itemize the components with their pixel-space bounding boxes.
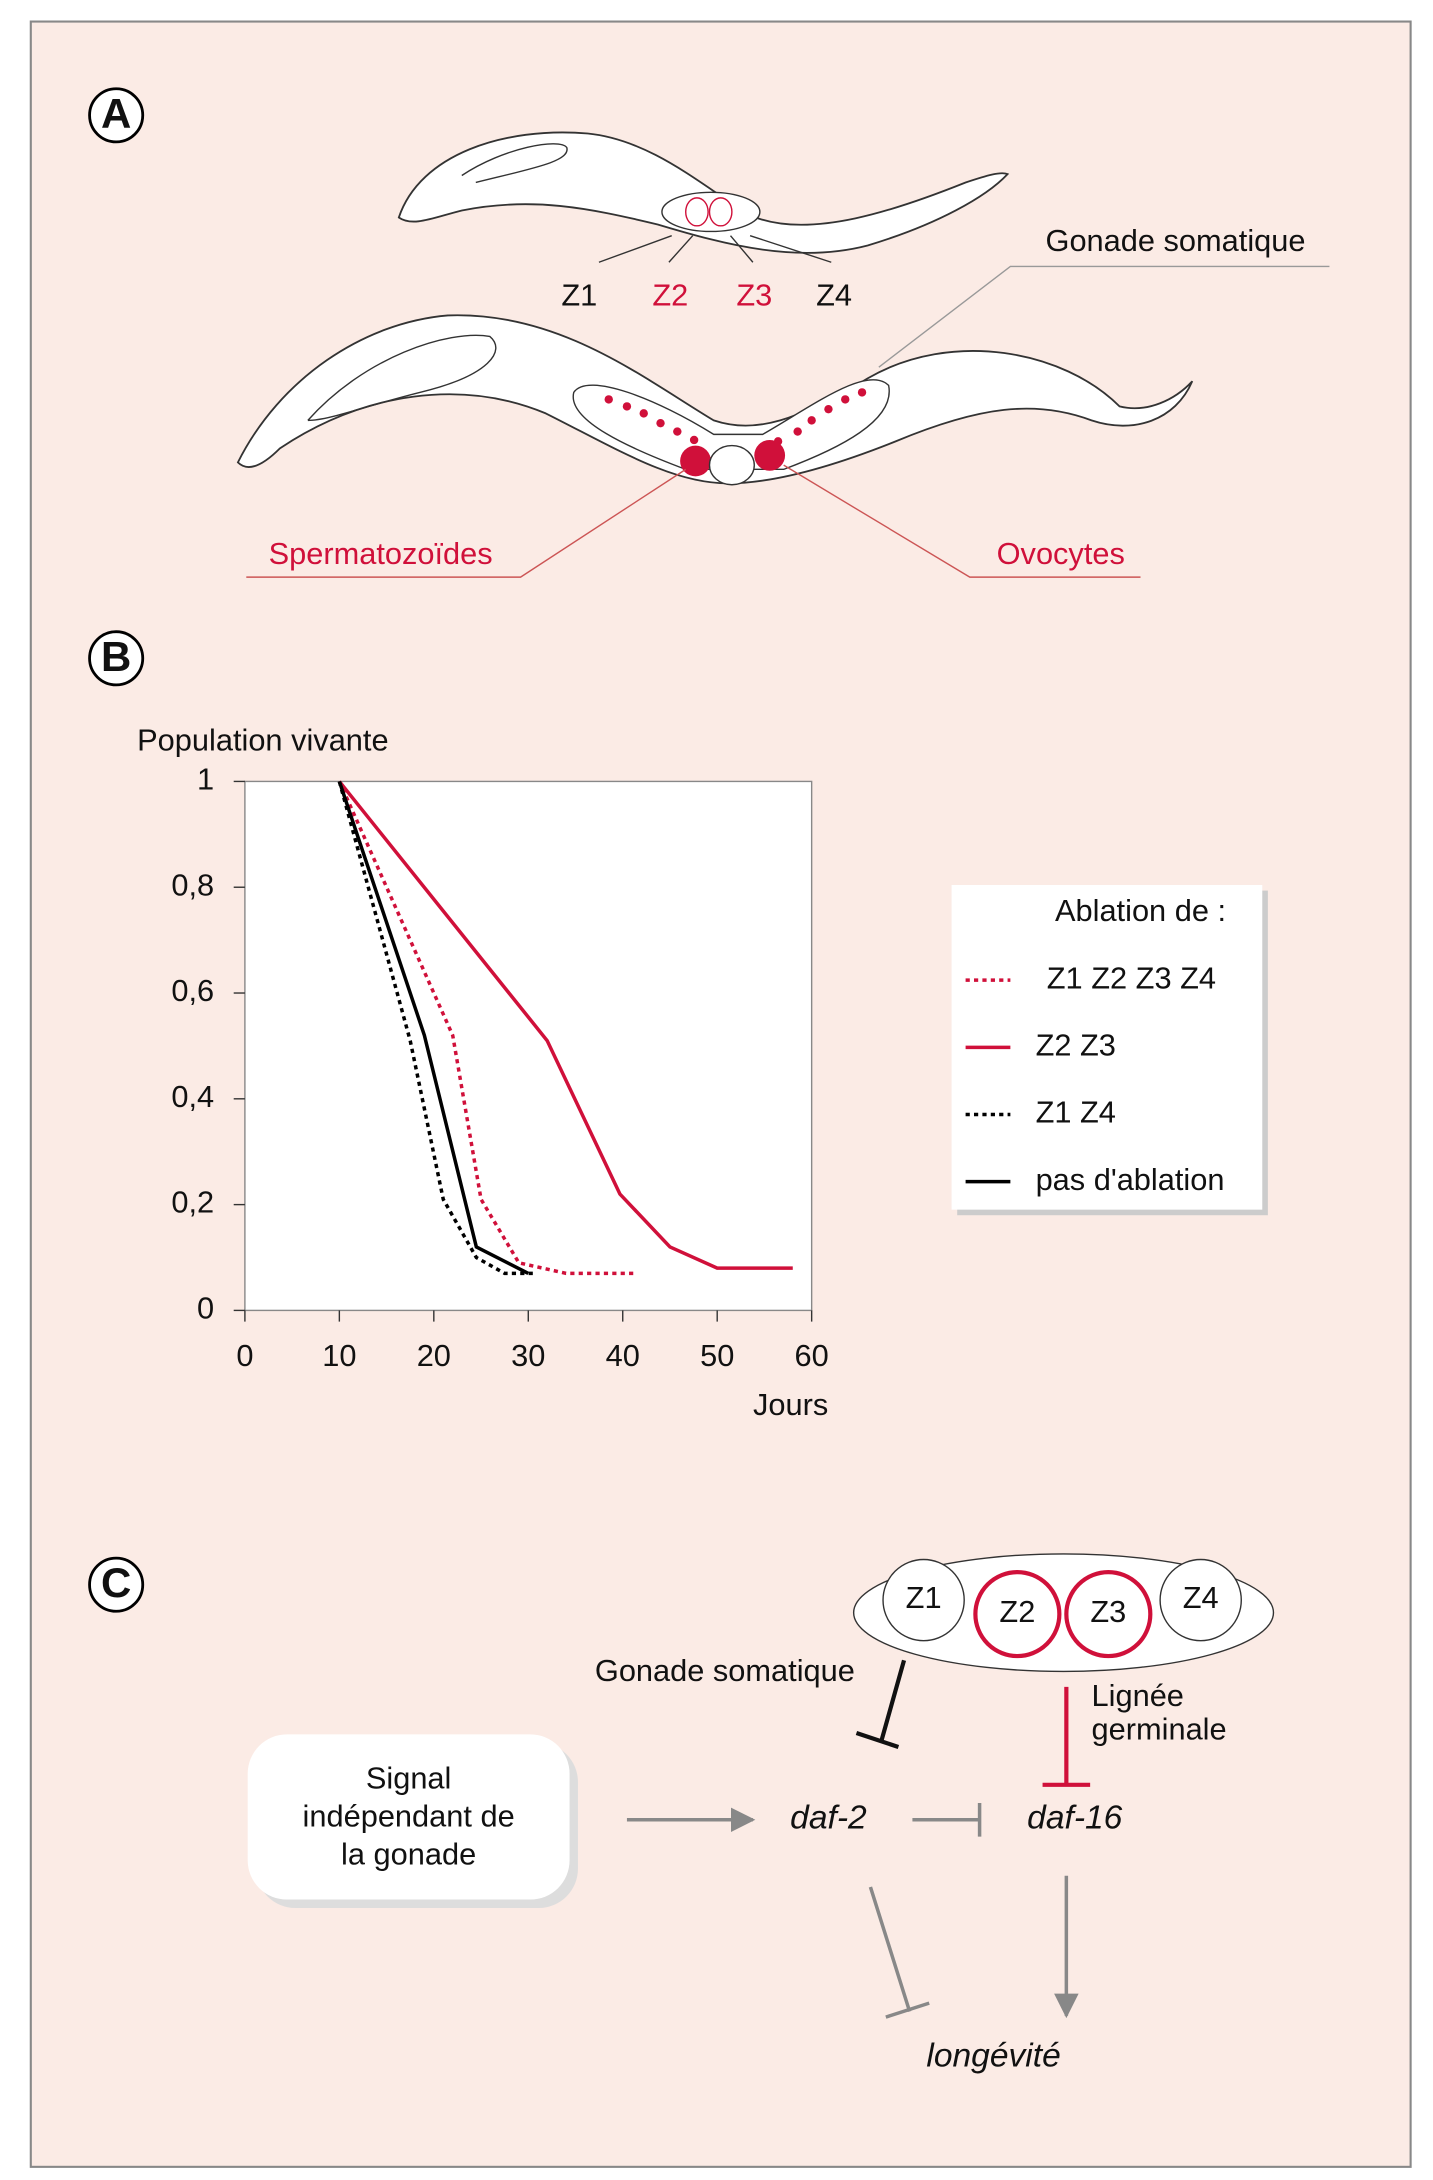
cell	[973, 1569, 1062, 1659]
leader-line	[783, 464, 1141, 578]
pharynx	[307, 334, 497, 422]
annotation: Spermatozoïdes	[269, 536, 493, 571]
worm-adult	[236, 314, 1194, 485]
signal-box	[247, 1734, 570, 1900]
plot-area	[244, 780, 813, 1312]
box-label: indépendant de	[303, 1799, 515, 1834]
leader-line	[246, 468, 687, 578]
legend-label: Z2 Z3	[1036, 1027, 1116, 1062]
x-tick-label: 0	[236, 1338, 253, 1373]
gene: daf-16	[1027, 1800, 1123, 1837]
series-line	[337, 780, 793, 1270]
cell	[708, 197, 733, 227]
inhibition	[912, 1803, 982, 1837]
outcome: longévité	[926, 2038, 1060, 2075]
x-tick-label: 50	[700, 1338, 734, 1373]
box-label: la gonade	[341, 1836, 476, 1871]
legend-label: Z1 Z4	[1036, 1095, 1116, 1130]
vulva	[708, 444, 755, 486]
y-tick-label: 0	[197, 1291, 214, 1326]
y-axis-title: Population vivante	[137, 722, 388, 757]
cell-label: Z3	[736, 277, 772, 312]
cell-label: Z1	[561, 277, 597, 312]
x-tick-label: 60	[795, 1338, 829, 1373]
cell	[685, 197, 709, 227]
x-tick-label: 20	[417, 1338, 451, 1373]
x-axis-title: Jours	[753, 1387, 828, 1422]
cell	[882, 1558, 965, 1642]
panel-letter: C	[101, 1559, 131, 1606]
gonad-arms	[572, 379, 890, 471]
cell-label: Z2	[652, 277, 688, 312]
x-tick-label: 10	[322, 1338, 356, 1373]
series-line	[337, 780, 530, 1275]
annotation: Ovocytes	[997, 536, 1125, 571]
y-tick-label: 1	[197, 762, 214, 797]
box-label: Signal	[366, 1761, 452, 1796]
inhibition	[855, 1659, 907, 1750]
annotation: germinale	[1092, 1712, 1227, 1747]
gonad-primordium	[661, 191, 761, 233]
y-tick-label: 0,6	[171, 973, 214, 1008]
letter-badge	[88, 630, 145, 687]
leader-line	[878, 265, 1330, 368]
x-tick-label: 40	[606, 1338, 640, 1373]
cell	[1159, 1558, 1242, 1642]
cell	[1064, 1569, 1153, 1659]
annotation: Lignée	[1092, 1678, 1184, 1713]
gene: daf-2	[790, 1800, 867, 1837]
legend-title: Ablation de :	[1055, 893, 1226, 928]
cell-label: Z4	[816, 277, 852, 312]
germ-cells	[604, 388, 867, 477]
letter-badge	[88, 87, 145, 144]
cell-label: Z3	[1090, 1594, 1126, 1629]
leader-lines	[598, 234, 832, 263]
inhibition	[868, 1886, 930, 2019]
cell-label: Z4	[1183, 1580, 1219, 1615]
cell-label: Z1	[906, 1580, 942, 1615]
panel-c: C Z1 Z2 Z3 Z4 Gonade somatique Lignée ge…	[88, 1553, 1275, 2075]
panel-letter: A	[101, 90, 131, 137]
panel-a: A Z1 Z2 Z3 Z4 Gonade somatique Spermatoz…	[88, 87, 1330, 578]
panel-b: B Population vivante Jours Ablation de :…	[88, 630, 1268, 1422]
inhibition	[1042, 1686, 1091, 1787]
panel-letter: B	[101, 633, 131, 680]
legend-label: Z1 Z2 Z3 Z4	[1047, 960, 1216, 995]
cell-label: Z2	[999, 1594, 1035, 1629]
y-tick-label: 0,2	[171, 1185, 214, 1220]
annotation: Gonade somatique	[1046, 223, 1306, 258]
pharynx	[461, 143, 568, 184]
letter-badge	[88, 1556, 145, 1613]
y-tick-label: 0,8	[171, 867, 214, 902]
x-tick-label: 30	[511, 1338, 545, 1373]
legend-label: pas d'ablation	[1036, 1162, 1225, 1197]
series-line	[337, 780, 534, 1276]
y-tick-label: 0,4	[171, 1079, 214, 1114]
series-line	[337, 780, 637, 1276]
annotation: Gonade somatique	[595, 1653, 855, 1688]
